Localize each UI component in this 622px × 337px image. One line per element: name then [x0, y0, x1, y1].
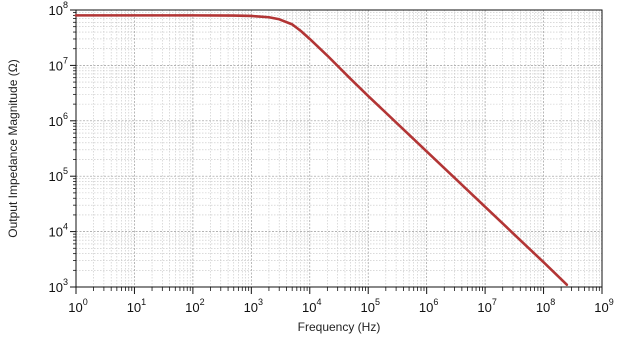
- x-tick-labels: 100 101 102 103 104 105 106 107 108 109: [68, 297, 613, 315]
- x-tick-base: 10: [244, 300, 258, 315]
- x-tick-exponent: 4: [317, 297, 322, 307]
- y-tick-label: 104: [49, 222, 68, 240]
- series-line: [74, 14, 569, 287]
- x-tick-exponent: 5: [375, 297, 380, 307]
- x-tick-label: 100: [68, 297, 87, 315]
- y-tick-base: 10: [49, 114, 63, 129]
- y-tick-base: 10: [49, 3, 63, 18]
- plot-frame: [75, 9, 603, 288]
- x-tick-base: 10: [302, 300, 316, 315]
- x-tick-label: 107: [477, 297, 496, 315]
- y-tick-exponent: 6: [63, 111, 68, 121]
- x-tick-exponent: 0: [83, 297, 88, 307]
- y-tick-label: 107: [49, 55, 68, 73]
- x-tick-label: 109: [594, 297, 613, 315]
- x-tick-base: 10: [127, 300, 141, 315]
- y-tick-label: 103: [49, 277, 68, 295]
- y-tick-base: 10: [49, 280, 63, 295]
- x-tick-label: 103: [244, 297, 263, 315]
- x-tick-label: 105: [360, 297, 379, 315]
- x-tick-exponent: 6: [433, 297, 438, 307]
- y-tick-exponent: 5: [63, 166, 68, 176]
- y-tick-exponent: 8: [63, 0, 68, 10]
- x-tick-exponent: 7: [492, 297, 497, 307]
- x-tick-base: 10: [594, 300, 608, 315]
- x-tick-base: 10: [419, 300, 433, 315]
- x-tick-base: 10: [68, 300, 82, 315]
- x-axis-title: Frequency (Hz): [298, 320, 381, 334]
- x-tick-base: 10: [360, 300, 374, 315]
- y-tick-label: 108: [49, 0, 68, 18]
- y-tick-base: 10: [49, 58, 63, 73]
- y-tick-base: 10: [49, 169, 63, 184]
- y-axis-title: Output Impedance Magnitude (Ω): [6, 59, 20, 237]
- y-tick-label: 106: [49, 111, 68, 129]
- x-tick-label: 102: [185, 297, 204, 315]
- x-tick-exponent: 8: [550, 297, 555, 307]
- y-tick-label: 105: [49, 166, 68, 184]
- x-tick-label: 104: [302, 297, 321, 315]
- x-tick-base: 10: [477, 300, 491, 315]
- x-tick-exponent: 1: [141, 297, 146, 307]
- major-grid: [75, 10, 602, 288]
- y-tick-exponent: 3: [63, 277, 68, 287]
- minor-grid: [76, 10, 602, 287]
- x-tick-base: 10: [185, 300, 199, 315]
- axis-ticks: [70, 9, 603, 294]
- x-tick-label: 108: [536, 297, 555, 315]
- x-tick-base: 10: [536, 300, 550, 315]
- x-tick-exponent: 3: [258, 297, 263, 307]
- y-tick-exponent: 7: [63, 55, 68, 65]
- x-tick-exponent: 9: [609, 297, 614, 307]
- x-tick-exponent: 2: [200, 297, 205, 307]
- x-tick-label: 106: [419, 297, 438, 315]
- y-tick-base: 10: [49, 225, 63, 240]
- x-tick-label: 101: [127, 297, 146, 315]
- y-tick-exponent: 4: [63, 222, 68, 232]
